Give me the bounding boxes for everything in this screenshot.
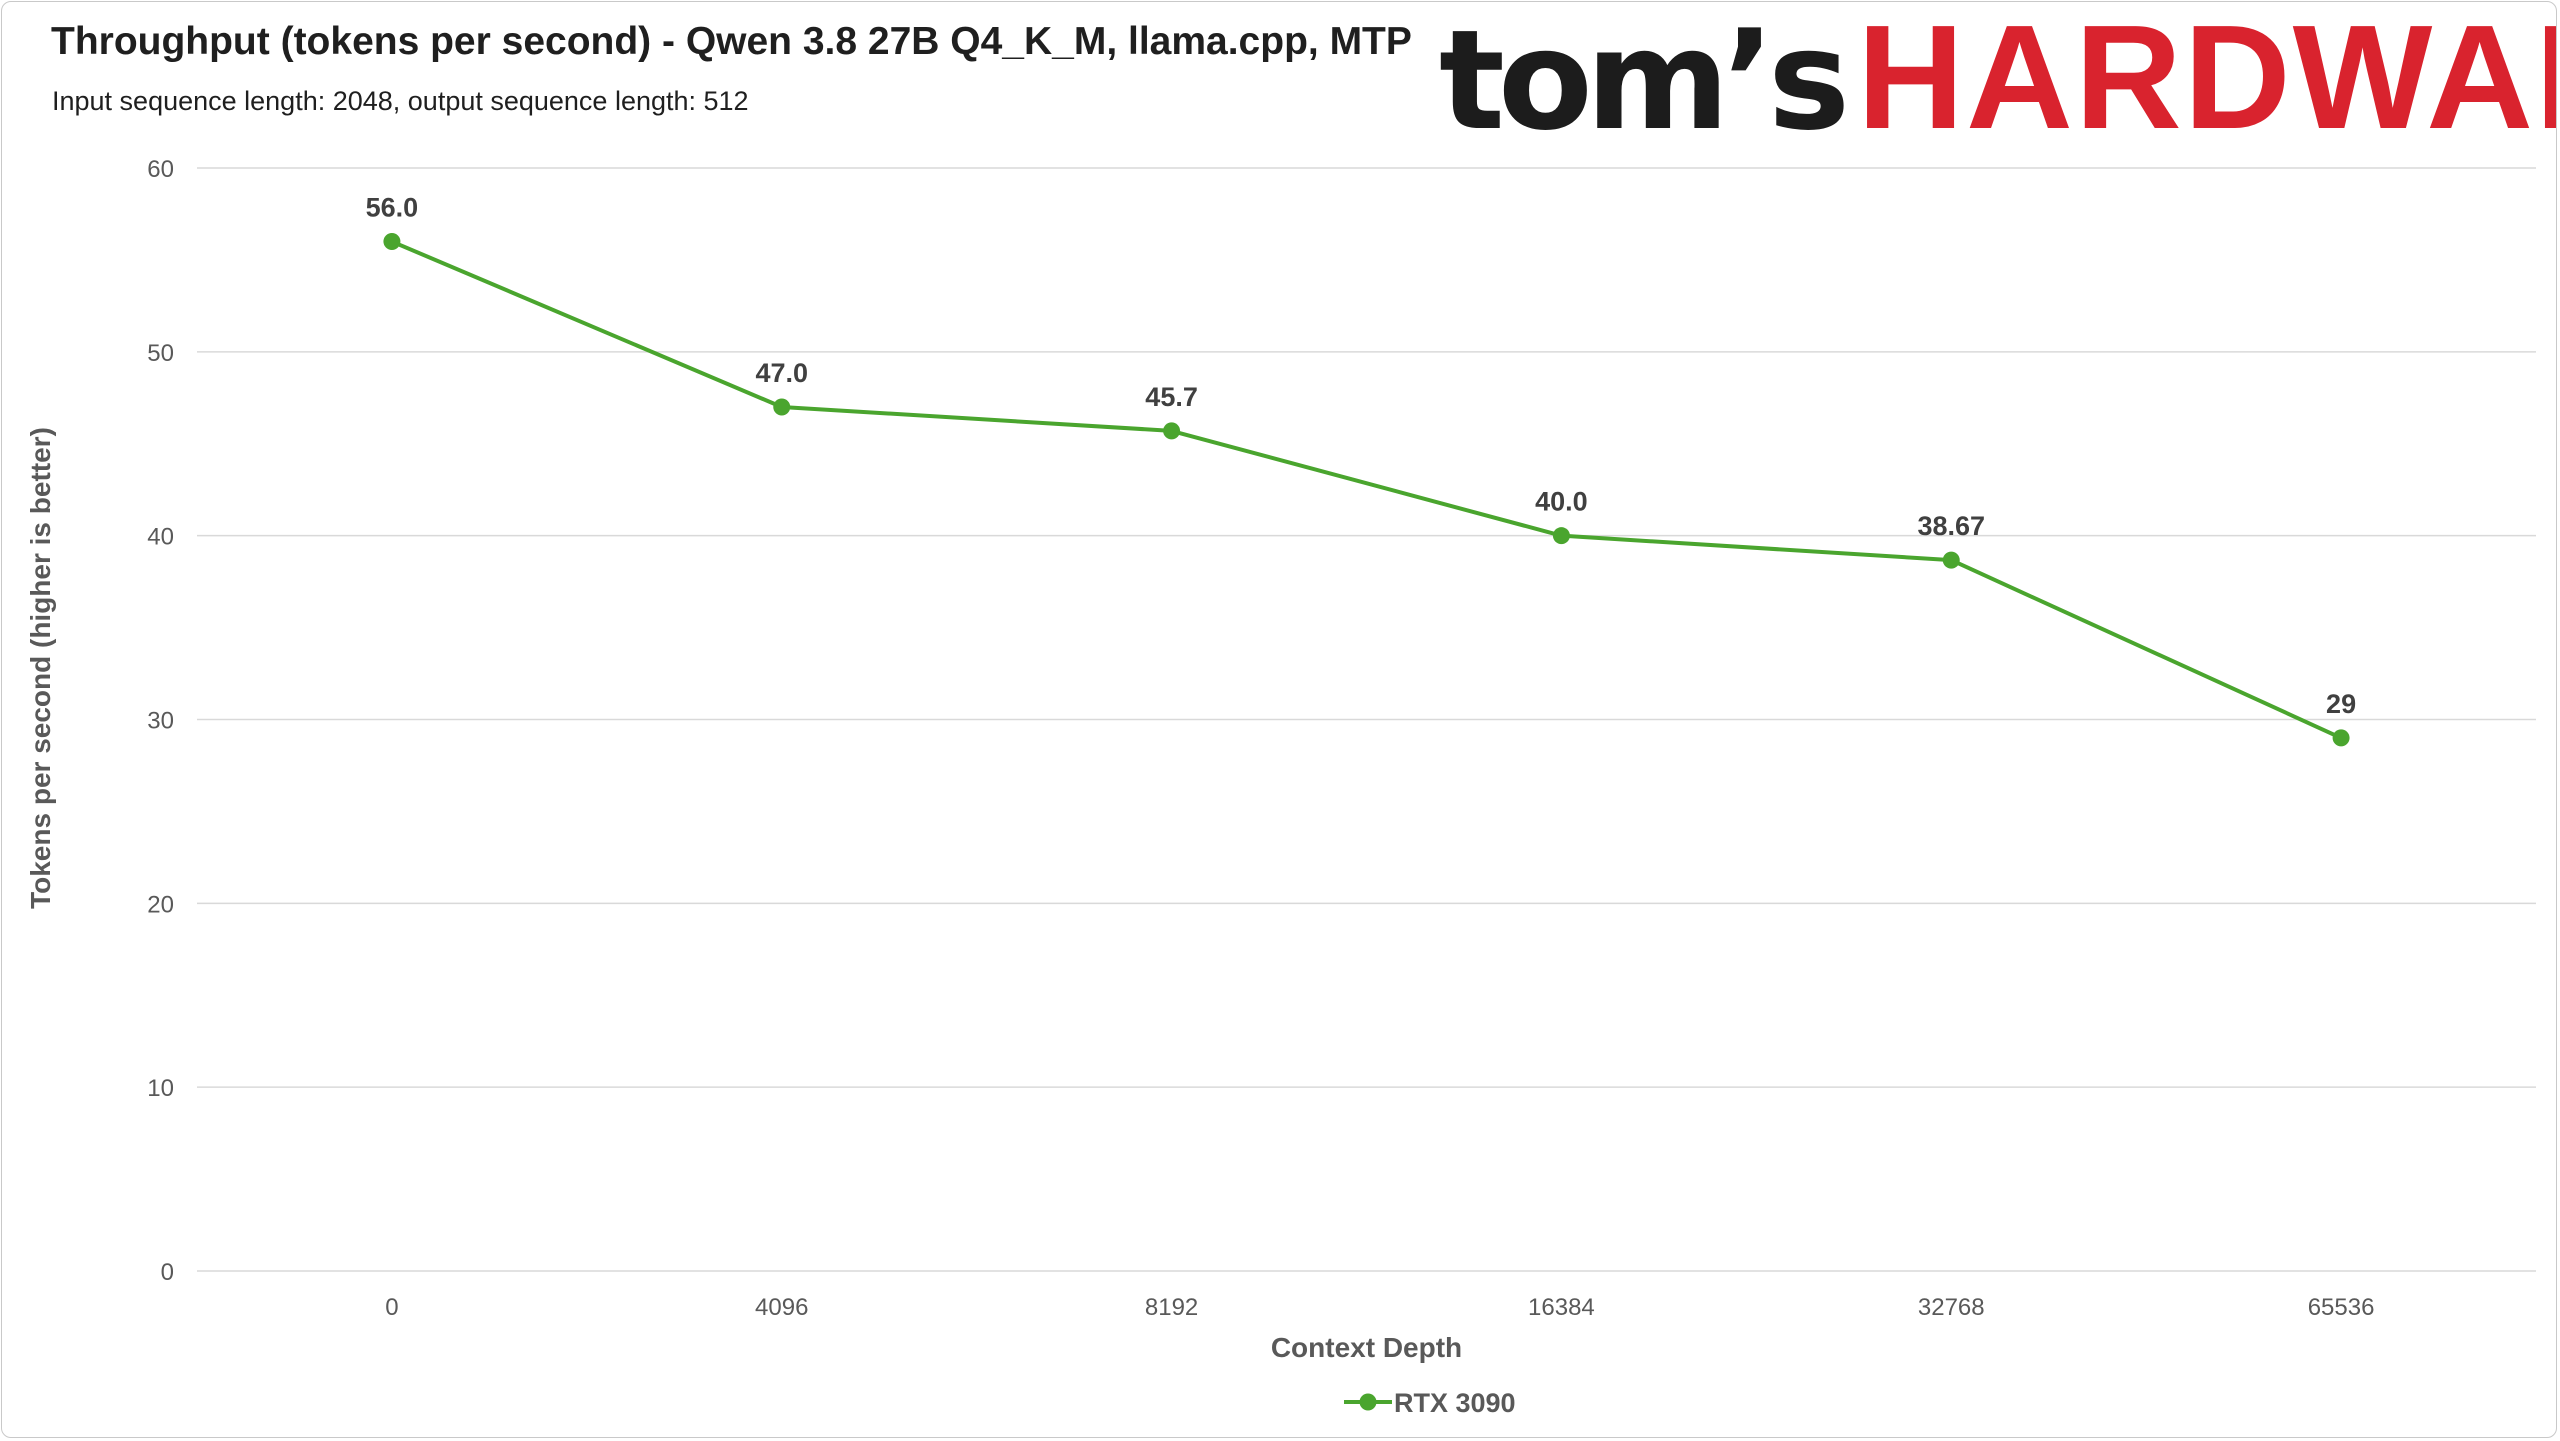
data-point: [383, 233, 401, 251]
data-label: 56.0: [366, 193, 419, 223]
x-axis-title: Context Depth: [1271, 1332, 1462, 1363]
data-point: [2332, 729, 2350, 747]
data-label: 47.0: [755, 358, 808, 388]
data-point: [773, 398, 791, 416]
toms-hardware-logo: tom’sHARDWARE: [1439, 4, 2556, 152]
legend-point-marker: [1359, 1393, 1377, 1411]
data-point: [1552, 527, 1570, 545]
y-tick-label: 10: [147, 1075, 174, 1102]
x-tick-label: 8192: [1145, 1294, 1198, 1321]
legend-label: RTX 3090: [1394, 1388, 1516, 1418]
data-label: 29: [2326, 689, 2356, 719]
x-tick-label: 4096: [755, 1294, 808, 1321]
x-tick-label: 16384: [1528, 1294, 1595, 1321]
logo-suffix: HARDWARE: [1857, 1, 2556, 160]
data-label: 45.7: [1145, 382, 1198, 412]
x-tick-label: 65536: [2308, 1294, 2375, 1321]
data-point: [1942, 551, 1960, 569]
series-line: [391, 239, 2342, 740]
y-tick-label: 0: [161, 1259, 174, 1286]
y-tick-label: 40: [147, 524, 174, 551]
y-tick-label: 30: [147, 708, 174, 735]
chart-title: Throughput (tokens per second) - Qwen 3.…: [51, 20, 1412, 63]
logo-prefix: tom’s: [1439, 1, 1850, 161]
x-tick-label: 0: [385, 1294, 398, 1321]
data-point: [1163, 422, 1181, 440]
y-tick-label: 20: [147, 891, 174, 918]
data-label: 40.0: [1535, 487, 1588, 517]
x-tick-label: 32768: [1918, 1294, 1985, 1321]
y-tick-label: 60: [147, 156, 174, 183]
chart-subtitle: Input sequence length: 2048, output sequ…: [52, 86, 749, 116]
y-tick-label: 50: [147, 340, 174, 367]
y-axis-title: Tokens per second (higher is better): [25, 427, 56, 909]
data-label: 38.67: [1917, 511, 1985, 541]
